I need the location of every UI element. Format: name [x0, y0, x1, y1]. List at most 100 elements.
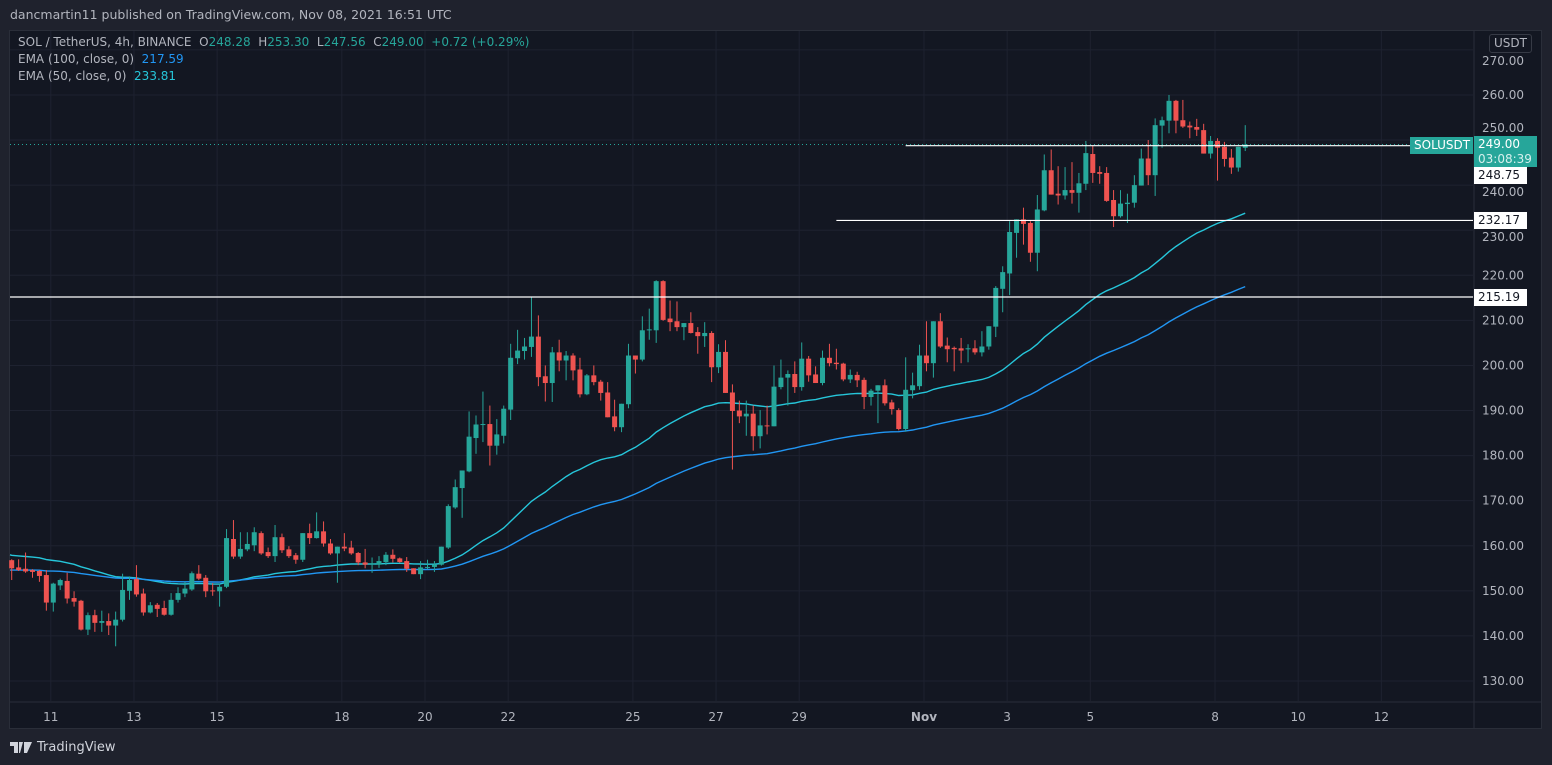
candle-down — [923, 321, 929, 372]
chart-panel[interactable] — [9, 30, 1542, 729]
candle-up — [917, 344, 923, 390]
time-tick-label: 15 — [209, 710, 224, 724]
candle-body — [23, 568, 29, 572]
candle-down — [1020, 207, 1026, 245]
time-axis-labels: 11 13 15 18 20 22 25 27 29 Nov 3 5 8 10 12 — [43, 710, 1389, 724]
candle-body — [577, 369, 583, 395]
candle-up — [1124, 193, 1130, 223]
candle-up — [1083, 140, 1089, 191]
candle-body — [501, 408, 507, 436]
candle-up — [272, 525, 278, 562]
candle-up — [681, 323, 687, 341]
candle-body — [390, 554, 396, 559]
time-tick-label: 3 — [1003, 710, 1011, 724]
candle-body — [840, 363, 846, 380]
candle-up — [452, 479, 458, 509]
candle-body — [120, 589, 126, 620]
candle-down — [688, 312, 694, 334]
candle-down — [279, 533, 285, 553]
candle-body — [265, 552, 271, 557]
price-tick-label: 250.00 — [1482, 121, 1524, 135]
candle-body — [861, 379, 867, 397]
candle-body — [1076, 183, 1082, 193]
candle-down — [1104, 167, 1110, 202]
symbol-tag: SOLUSDT — [1410, 137, 1473, 154]
candle-up — [1034, 195, 1040, 272]
candle-up — [251, 527, 257, 552]
candle-body — [348, 547, 354, 554]
candle-down — [1145, 140, 1151, 186]
legend-ema100[interactable]: EMA (100, close, 0) 217.59 — [18, 52, 184, 66]
candle-down — [660, 280, 666, 321]
candle-body — [584, 375, 590, 395]
legend-ema50[interactable]: EMA (50, close, 0) 233.81 — [18, 69, 176, 83]
candle-down — [1055, 166, 1061, 205]
candle-body — [549, 352, 555, 384]
legend-low-label: L — [316, 35, 324, 49]
candle-up — [979, 331, 985, 357]
candle-body — [1145, 158, 1151, 176]
candle-body — [729, 392, 735, 411]
candle-down — [632, 355, 638, 374]
candle-down — [1097, 166, 1103, 184]
time-tick-label: 11 — [43, 710, 58, 724]
candle-body — [217, 586, 223, 592]
candle-down — [1111, 190, 1117, 228]
grid — [10, 31, 1473, 701]
candle-body — [542, 376, 548, 384]
candle-body — [813, 374, 819, 384]
candle-down — [161, 600, 167, 616]
candle-down — [9, 559, 15, 581]
candle-up — [1131, 175, 1137, 208]
tradingview-logo[interactable]: TradingView — [10, 740, 116, 755]
candle-up — [508, 343, 514, 420]
legend-open-label: O — [199, 35, 209, 49]
candle-body — [1173, 100, 1179, 121]
candle-down — [36, 570, 42, 582]
candle-up — [120, 573, 126, 622]
candle-up — [1242, 125, 1248, 152]
candle-up — [771, 365, 777, 427]
candle-body — [889, 402, 895, 410]
candle-up — [820, 350, 826, 386]
candle-up — [425, 559, 430, 570]
candle-body — [445, 506, 451, 548]
candle-up — [57, 578, 63, 590]
price-tick-label: 230.00 — [1482, 230, 1524, 244]
candle-body — [937, 321, 943, 347]
candle-down — [764, 405, 770, 435]
time-tick-label: 22 — [501, 710, 516, 724]
candle-up — [50, 582, 56, 612]
candle-body — [411, 568, 417, 575]
candle-body — [293, 555, 299, 560]
candle-down — [612, 399, 618, 432]
candle-body — [972, 348, 978, 353]
candle-body — [1007, 232, 1013, 274]
candle-down — [605, 382, 611, 418]
candle-body — [591, 375, 597, 383]
candle-body — [854, 374, 860, 381]
candle-body — [619, 403, 625, 428]
currency-button[interactable]: USDT — [1489, 34, 1532, 53]
candle-body — [237, 548, 243, 557]
candle-body — [743, 413, 749, 417]
candle-down — [1228, 149, 1234, 174]
candle-up — [418, 561, 424, 580]
candle-up — [1118, 190, 1123, 218]
candle-down — [133, 565, 139, 597]
price-tick-label: 260.00 — [1482, 88, 1524, 102]
candle-body — [1131, 185, 1137, 203]
candle-body — [535, 336, 541, 378]
candle-up — [175, 587, 181, 603]
candle-up — [1166, 94, 1172, 134]
candle-up — [522, 337, 528, 360]
candle-body — [1118, 203, 1123, 217]
candle-down — [722, 340, 728, 393]
candle-body — [965, 348, 971, 350]
candle-down — [667, 300, 673, 332]
brand-name: TradingView — [37, 740, 116, 755]
time-tick-label: 18 — [334, 710, 349, 724]
candle-down — [154, 603, 160, 617]
candle-down — [792, 361, 798, 393]
